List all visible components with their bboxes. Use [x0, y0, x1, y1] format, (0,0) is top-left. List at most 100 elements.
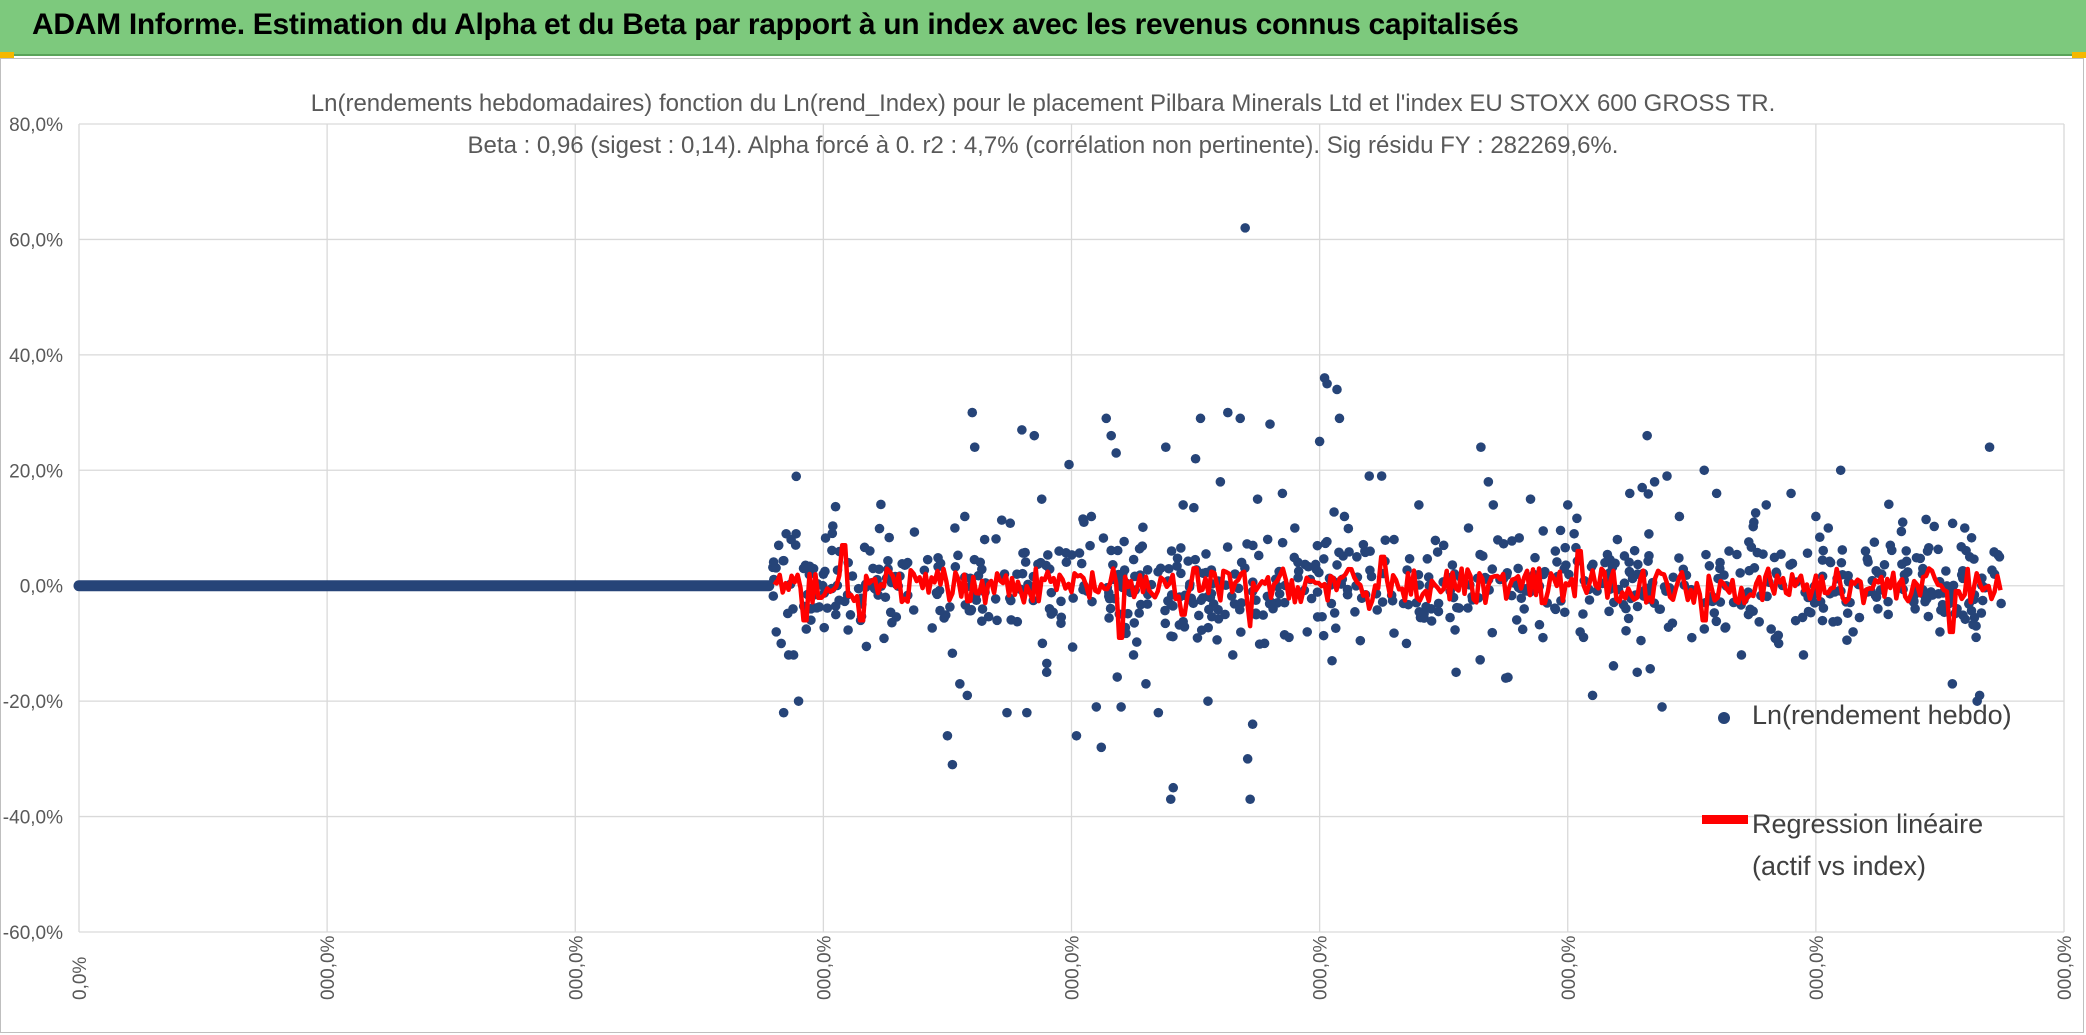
scatter-point	[1189, 502, 1199, 513]
x-tick-label: 0,0%	[70, 957, 91, 1000]
scatter-point	[883, 555, 893, 566]
scatter-point	[827, 545, 837, 556]
scatter-point	[880, 592, 891, 603]
scatter-point	[1116, 702, 1126, 712]
scatter-point	[1101, 413, 1112, 424]
scatter-point	[1530, 552, 1540, 563]
scatter-point	[1067, 550, 1077, 560]
scatter-point	[1160, 618, 1171, 629]
scatter-point	[1168, 631, 1178, 642]
scatter-point	[977, 604, 988, 614]
x-tick-label: 000,0%	[318, 935, 339, 1000]
scatter-point	[1438, 540, 1449, 551]
scatter-point	[1131, 637, 1142, 647]
scatter-point	[1842, 608, 1853, 619]
scatter-point	[768, 591, 779, 601]
scatter-point	[1803, 606, 1814, 617]
scatter-point	[1168, 782, 1179, 793]
scatter-point	[1699, 624, 1710, 634]
scatter-point	[1240, 223, 1250, 233]
scatter-point	[1552, 557, 1562, 567]
scatter-point	[1897, 517, 1908, 528]
scatter-point	[1414, 500, 1424, 510]
scatter-point	[1104, 593, 1115, 604]
scatter-point	[1334, 413, 1345, 424]
scatter-point	[1306, 593, 1317, 604]
scatter-point	[1387, 595, 1398, 606]
scatter-point	[827, 528, 838, 539]
scatter-point	[1645, 663, 1656, 674]
scatter-point	[1236, 627, 1246, 637]
scatter-point	[1329, 507, 1339, 517]
scatter-point	[1432, 547, 1443, 557]
x-tick-label: 000,0%	[814, 935, 835, 1000]
scatter-point	[1624, 557, 1634, 568]
scatter-point	[1141, 679, 1151, 689]
scatter-point	[1153, 566, 1163, 577]
scatter-point	[1511, 615, 1522, 625]
scatter-point	[827, 521, 838, 531]
scatter-point	[1322, 536, 1332, 547]
scatter-point	[1277, 537, 1288, 548]
scatter-point	[1612, 534, 1623, 545]
scatter-point	[1430, 535, 1441, 546]
scatter-point	[1538, 632, 1548, 643]
scatter-point	[977, 616, 987, 626]
scatter-point	[1709, 608, 1720, 618]
scatter-point	[901, 559, 911, 570]
scatter-point	[1343, 523, 1354, 534]
scatter-point	[1715, 563, 1725, 574]
scatter-point	[935, 605, 945, 616]
scatter-point	[791, 471, 802, 482]
scatter-point	[1005, 595, 1016, 606]
scatter-point	[977, 564, 987, 575]
scatter-point	[1921, 514, 1931, 525]
scatter-point	[819, 622, 830, 633]
scatter-point	[1662, 471, 1672, 481]
scatter-point	[1519, 604, 1529, 614]
scatter-point	[1195, 413, 1206, 424]
scatter-point	[879, 633, 889, 644]
scatter-point	[979, 534, 990, 545]
scatter-point	[1964, 552, 1975, 562]
scatter-point	[1956, 541, 1967, 552]
legend-regression-label: Regression linéaire (actif vs index)	[1752, 809, 1984, 881]
scatter-point	[1643, 489, 1654, 499]
scatter-point	[1674, 511, 1685, 522]
scatter-point	[1215, 477, 1226, 487]
scatter-point	[1242, 754, 1253, 764]
scatter-point	[1056, 618, 1066, 629]
legend-scatter-marker	[1718, 712, 1730, 724]
scatter-point	[1879, 559, 1890, 570]
scatter-point	[1623, 613, 1634, 624]
scatter-point	[1112, 672, 1123, 682]
scatter-point	[1332, 560, 1342, 570]
scatter-point	[1293, 566, 1304, 577]
chart-title: Ln(rendements hebdomadaires) fonction du…	[310, 90, 1776, 117]
scatter-point	[1043, 550, 1053, 560]
scatter-point	[1649, 477, 1660, 487]
scatter-point	[1463, 603, 1473, 613]
scatter-point	[1310, 559, 1321, 570]
scatter-point	[1550, 546, 1561, 556]
scatter-point	[1776, 549, 1786, 560]
scatter-point	[1832, 616, 1843, 626]
scatter-point	[1342, 589, 1353, 600]
scatter-point	[1929, 521, 1940, 532]
y-tick-label: -60,0%	[3, 923, 63, 944]
scatter-point	[1835, 465, 1846, 476]
y-tick-label: 80,0%	[9, 115, 63, 136]
scatter-point	[843, 625, 853, 635]
scatter-point	[1507, 536, 1517, 546]
scatter-point	[1160, 442, 1171, 453]
scatter-point	[1604, 606, 1614, 617]
scatter-point	[1266, 597, 1276, 608]
scatter-point	[1560, 542, 1571, 553]
scatter-point	[1166, 546, 1177, 556]
scatter-point	[1108, 560, 1118, 570]
scatter-point	[1657, 702, 1667, 712]
scatter-point	[1036, 494, 1047, 504]
scatter-point	[1621, 625, 1631, 636]
scatter-point	[1901, 546, 1912, 556]
scatter-point	[1044, 604, 1055, 614]
